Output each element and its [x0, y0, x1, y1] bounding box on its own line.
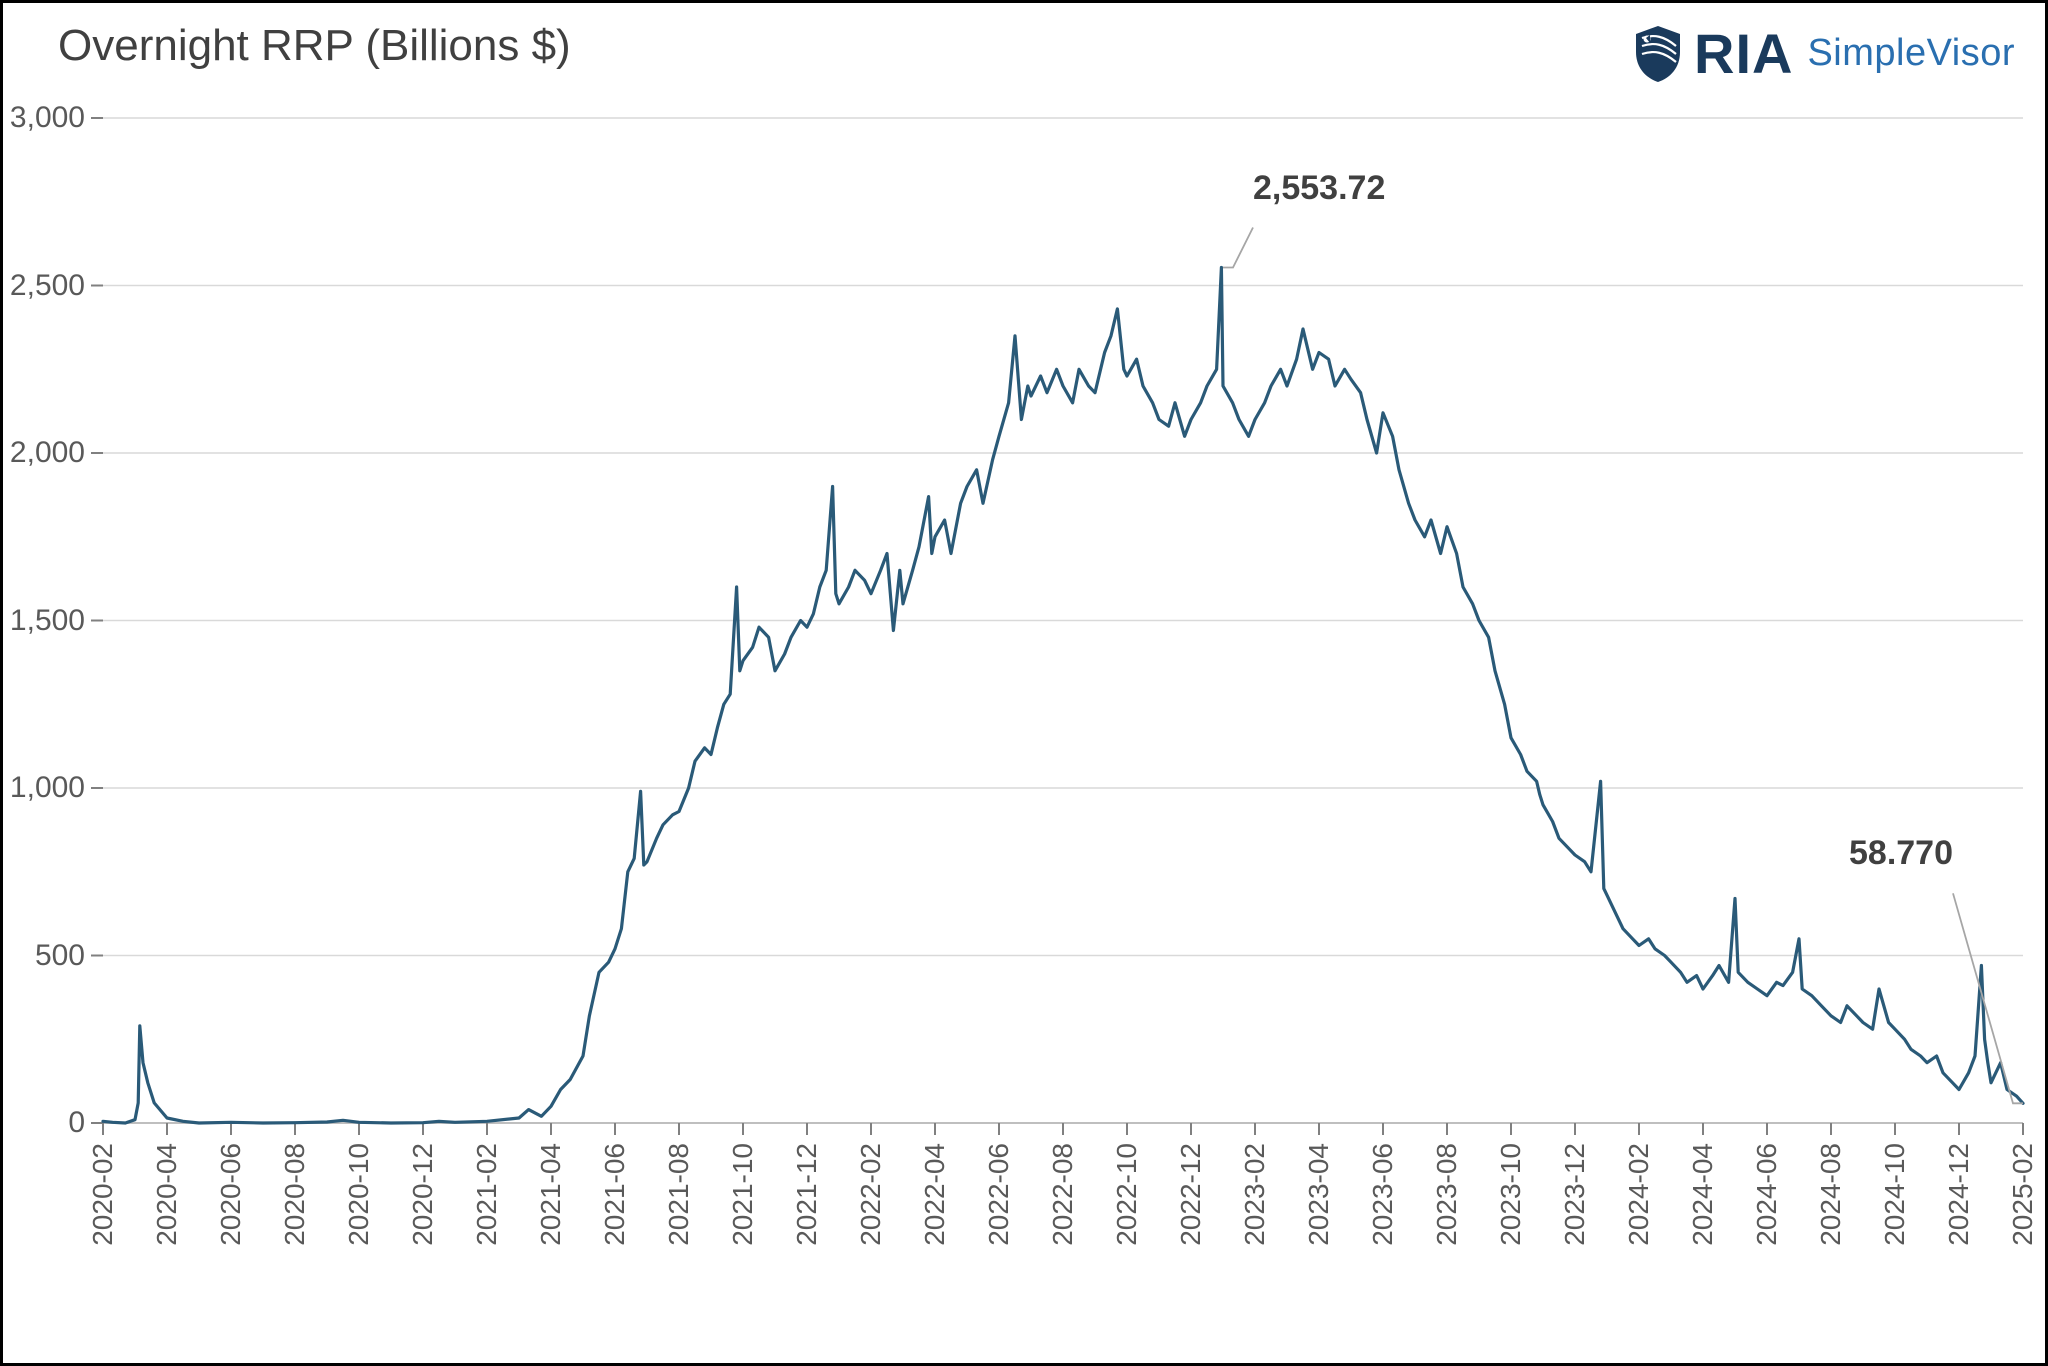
x-tick-label: 2022-08: [1047, 1143, 1079, 1246]
x-tick-label: 2021-10: [727, 1143, 759, 1246]
x-tick-label: 2020-10: [343, 1143, 375, 1246]
x-tick-label: 2024-10: [1879, 1143, 1911, 1246]
x-tick-label: 2020-06: [215, 1143, 247, 1246]
x-tick-label: 2022-06: [983, 1143, 1015, 1246]
x-tick-label: 2024-06: [1751, 1143, 1783, 1246]
x-tick-label: 2024-08: [1815, 1143, 1847, 1246]
x-tick-label: 2024-02: [1623, 1143, 1655, 1246]
x-tick-label: 2023-02: [1239, 1143, 1271, 1246]
y-tick-label: 1,000: [10, 771, 85, 805]
y-tick-label: 500: [35, 939, 85, 973]
y-tick-label: 0: [68, 1106, 85, 1140]
x-tick-label: 2023-06: [1367, 1143, 1399, 1246]
x-tick-label: 2023-12: [1559, 1143, 1591, 1246]
x-tick-label: 2021-04: [535, 1143, 567, 1246]
x-tick-label: 2022-12: [1175, 1143, 1207, 1246]
x-tick-label: 2023-08: [1431, 1143, 1463, 1246]
x-tick-label: 2020-12: [407, 1143, 439, 1246]
x-tick-label: 2024-12: [1943, 1143, 1975, 1246]
x-tick-label: 2023-10: [1495, 1143, 1527, 1246]
y-tick-label: 1,500: [10, 604, 85, 638]
x-tick-label: 2024-04: [1687, 1143, 1719, 1246]
x-tick-label: 2022-10: [1111, 1143, 1143, 1246]
y-tick-label: 2,000: [10, 436, 85, 470]
chart-frame: Overnight RRP (Billions $) RIA SimpleVis…: [0, 0, 2048, 1366]
x-tick-label: 2021-02: [471, 1143, 503, 1246]
y-tick-label: 2,500: [10, 269, 85, 303]
data-annotation: 58.770: [1849, 834, 1953, 873]
data-annotation: 2,553.72: [1253, 169, 1385, 208]
x-tick-label: 2020-04: [151, 1143, 183, 1246]
x-tick-label: 2022-04: [919, 1143, 951, 1246]
x-tick-label: 2025-02: [2007, 1143, 2039, 1246]
x-tick-label: 2022-02: [855, 1143, 887, 1246]
x-tick-label: 2023-04: [1303, 1143, 1335, 1246]
x-tick-label: 2021-12: [791, 1143, 823, 1246]
y-tick-label: 3,000: [10, 101, 85, 135]
x-tick-label: 2021-08: [663, 1143, 695, 1246]
x-tick-label: 2020-02: [87, 1143, 119, 1246]
x-tick-label: 2021-06: [599, 1143, 631, 1246]
x-tick-label: 2020-08: [279, 1143, 311, 1246]
